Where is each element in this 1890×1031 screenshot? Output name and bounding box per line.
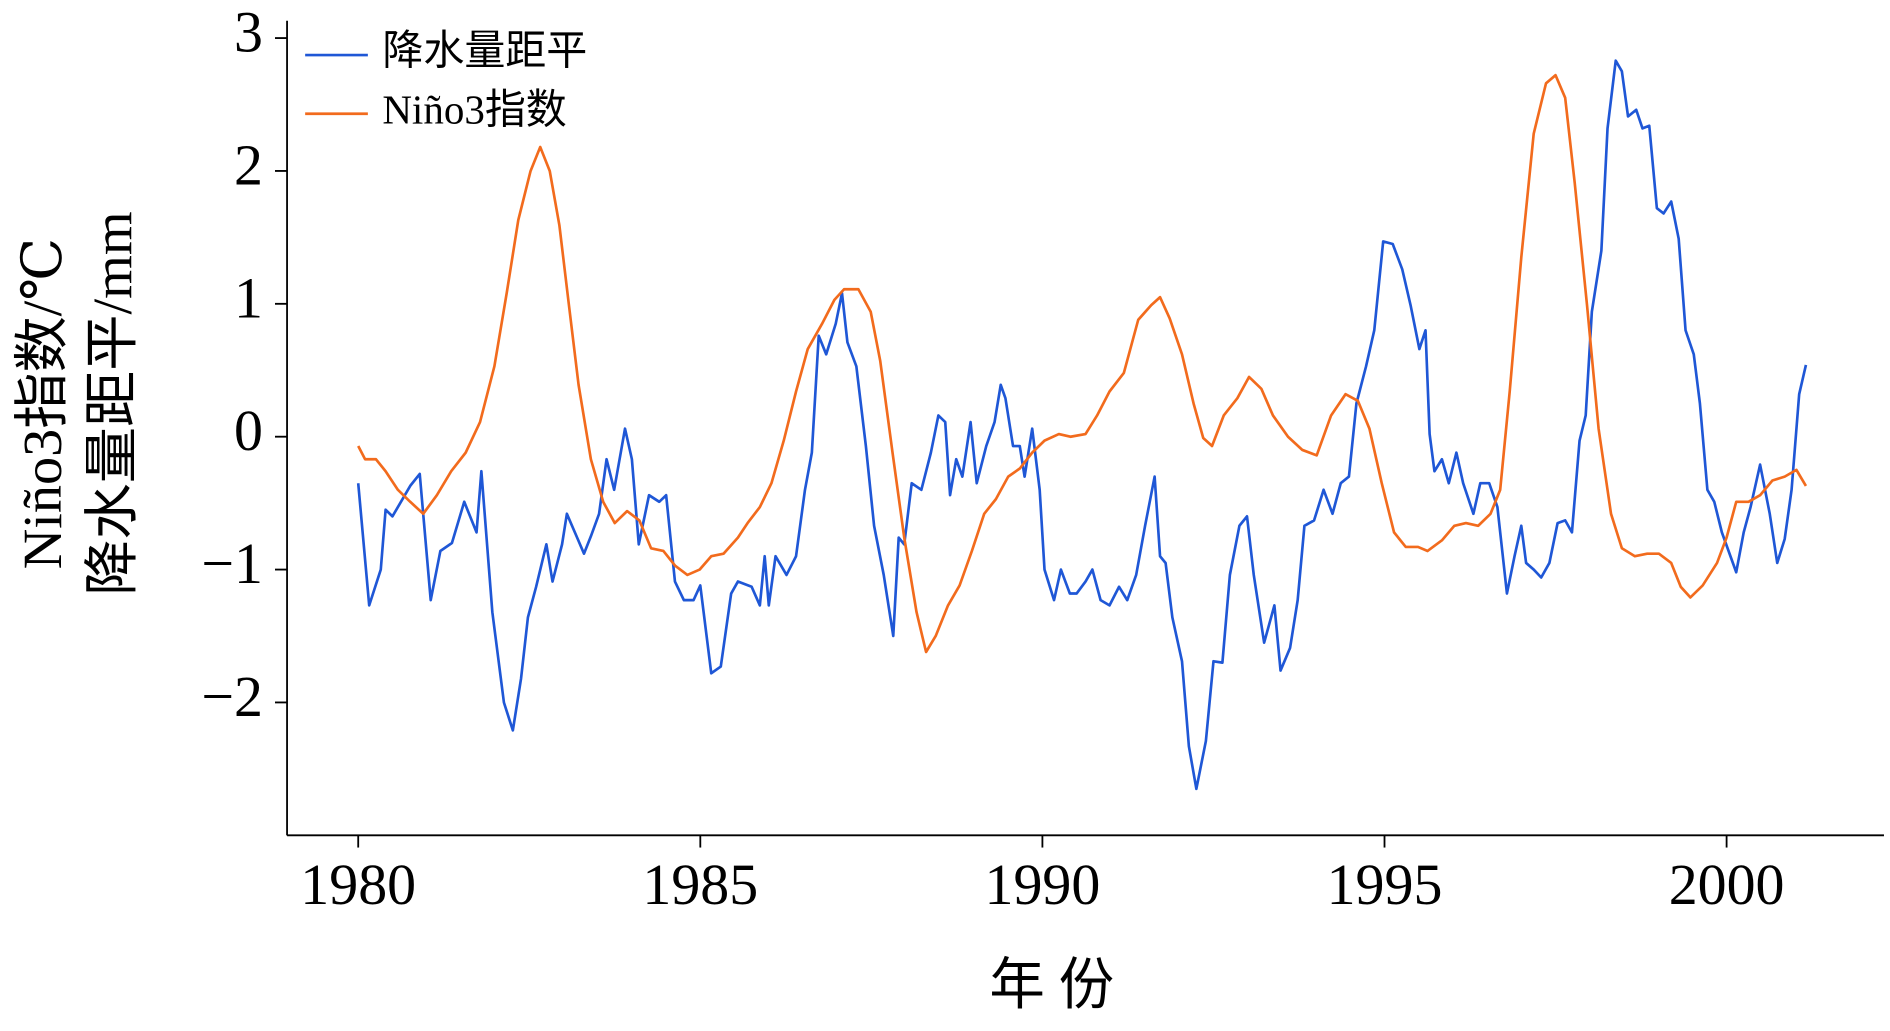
x-tick-label: 1995: [1327, 851, 1443, 916]
data-line: [356, 59, 1808, 791]
legend-label: Niño3指数: [382, 86, 566, 132]
legend-label: 降水量距平: [382, 27, 587, 73]
y-tick-label: 0: [234, 398, 263, 463]
y-tick-label: 3: [234, 0, 263, 65]
y-tick-label: 2: [234, 132, 263, 197]
x-tick-label: 1990: [985, 851, 1101, 916]
y-tick-label: −2: [201, 664, 263, 729]
x-tick-label: 2000: [1669, 851, 1785, 916]
y-tick-label: −1: [201, 531, 263, 596]
x-axis-label: 年 份: [989, 954, 1114, 1016]
data-line: [357, 73, 1808, 654]
y-tick-label: 1: [234, 265, 263, 330]
y-axis-label: 降水量距平/mm: [82, 211, 144, 595]
x-tick-label: 1985: [642, 851, 758, 916]
y-axis-label: Niño3指数/℃: [12, 238, 74, 570]
x-tick-label: 1980: [300, 851, 416, 916]
